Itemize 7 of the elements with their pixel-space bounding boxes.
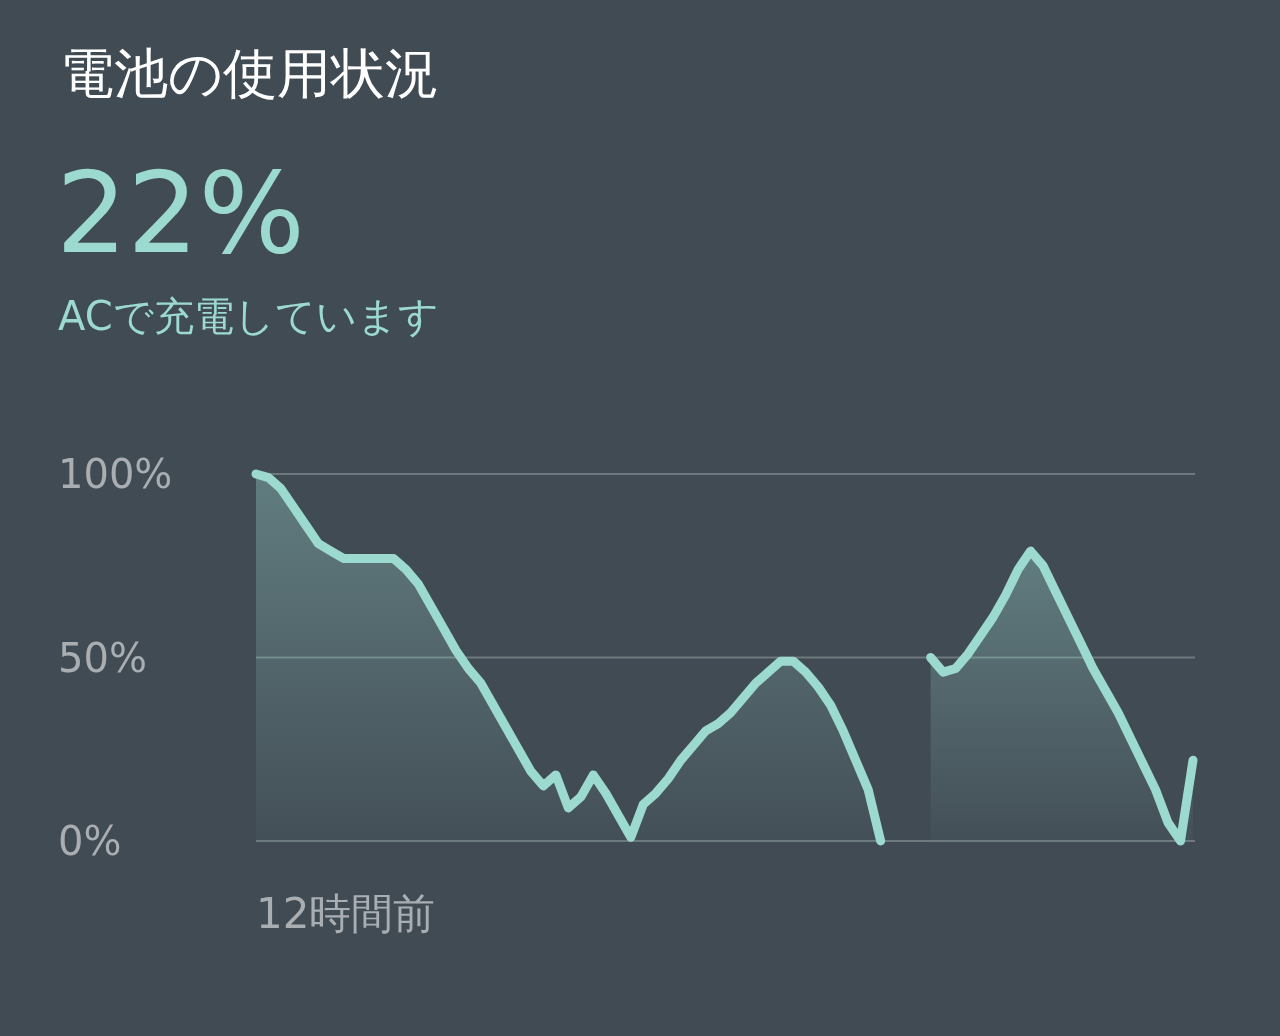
y-tick-label: 50%	[58, 634, 147, 681]
text: 22%	[56, 148, 305, 278]
chart-title: 電池の使用状況	[60, 42, 439, 105]
y-tick-label: 100%	[58, 451, 173, 497]
y-tick-label: 0%	[58, 818, 122, 864]
text: 12時間前	[256, 889, 436, 938]
chart-subtitle: ACで充電しています	[58, 293, 439, 339]
